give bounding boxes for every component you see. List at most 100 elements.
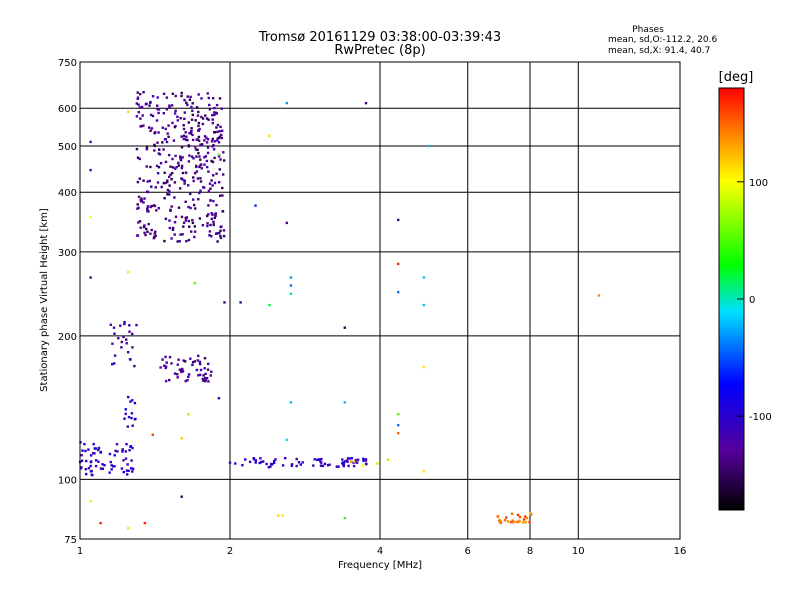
echo-point [159, 162, 163, 165]
echo-point [182, 127, 186, 131]
echo-point [217, 154, 221, 158]
echo-point [364, 462, 368, 465]
echo-point [169, 165, 172, 168]
echo-point [206, 92, 209, 95]
echo-point [180, 164, 184, 168]
echo-point [122, 459, 125, 462]
echo-point [203, 156, 206, 159]
echo-point [223, 159, 226, 162]
x-tick-label: 6 [465, 546, 471, 557]
echo-point [155, 209, 158, 212]
echo-point [135, 147, 139, 151]
echo-point [130, 416, 133, 420]
echo-point [179, 187, 182, 190]
x-tick-label: 4 [377, 546, 383, 557]
echo-point [113, 362, 116, 365]
echo-point [146, 190, 149, 193]
echo-point [161, 126, 164, 129]
echo-point [163, 171, 166, 174]
echo-point [199, 177, 202, 180]
echo-point [397, 423, 400, 427]
echo-point [220, 225, 223, 228]
echo-point [84, 468, 88, 471]
echo-point [168, 175, 171, 179]
echo-point [93, 447, 96, 450]
echo-point [89, 464, 92, 468]
echo-point [353, 460, 356, 463]
echo-point [127, 395, 130, 399]
echo-point [174, 215, 178, 218]
echo-point [210, 235, 213, 238]
echo-point [129, 400, 132, 403]
echo-point [187, 121, 190, 124]
echo-point [138, 177, 141, 180]
echo-point [153, 132, 156, 135]
echo-point [422, 303, 426, 307]
echo-point [515, 520, 518, 524]
echo-point [166, 132, 169, 135]
y-tick-label: 75 [64, 535, 77, 546]
echo-point [89, 140, 92, 144]
echo-point [130, 467, 133, 470]
echo-point [162, 148, 165, 151]
echo-point [116, 450, 119, 453]
echo-point [220, 133, 223, 137]
echo-point [169, 173, 172, 176]
echo-point [320, 461, 323, 464]
echo-point [206, 224, 209, 228]
echo-point [173, 112, 177, 115]
echo-point [164, 355, 167, 359]
echo-point [343, 460, 347, 463]
echo-point [181, 370, 185, 373]
echo-point [89, 215, 92, 219]
echo-point [529, 512, 532, 515]
echo-point [153, 149, 156, 152]
echo-point [277, 514, 280, 517]
echo-point [164, 127, 167, 131]
echo-point [194, 119, 197, 122]
echo-point [350, 457, 353, 460]
echo-point [171, 226, 175, 230]
echo-point [162, 92, 166, 95]
echo-point [174, 154, 177, 158]
echo-point [281, 464, 285, 467]
echo-point [213, 216, 216, 219]
echo-point [136, 91, 139, 94]
echo-point [211, 114, 214, 117]
echo-point [346, 460, 349, 463]
echo-point [163, 138, 167, 141]
echo-point [136, 234, 140, 237]
echo-point [185, 101, 188, 104]
echo-point [518, 515, 522, 519]
data-points [78, 91, 601, 530]
echo-point [143, 521, 147, 525]
echo-point [183, 117, 186, 120]
echo-point [108, 471, 111, 474]
echo-point [218, 130, 221, 133]
echo-point [197, 129, 200, 132]
echo-point [335, 465, 338, 468]
echo-point [195, 138, 198, 141]
echo-point [362, 457, 365, 461]
echo-point [254, 461, 257, 464]
echo-point [85, 472, 88, 476]
echo-point [192, 179, 195, 183]
echo-point [128, 358, 132, 361]
echo-point [352, 464, 356, 468]
echo-point [343, 326, 346, 329]
echo-point [206, 146, 210, 149]
echo-point [191, 109, 194, 112]
echo-point [525, 517, 529, 520]
echo-point [203, 135, 207, 138]
echo-point [323, 462, 327, 465]
echo-point [361, 464, 365, 467]
echo-point [168, 104, 171, 107]
echo-point [364, 101, 368, 105]
echo-point [503, 519, 507, 522]
echo-point [234, 462, 237, 465]
echo-point [158, 153, 162, 156]
echo-point [208, 230, 212, 233]
phases-stats-title: Phases [632, 25, 664, 35]
echo-point [159, 366, 162, 369]
